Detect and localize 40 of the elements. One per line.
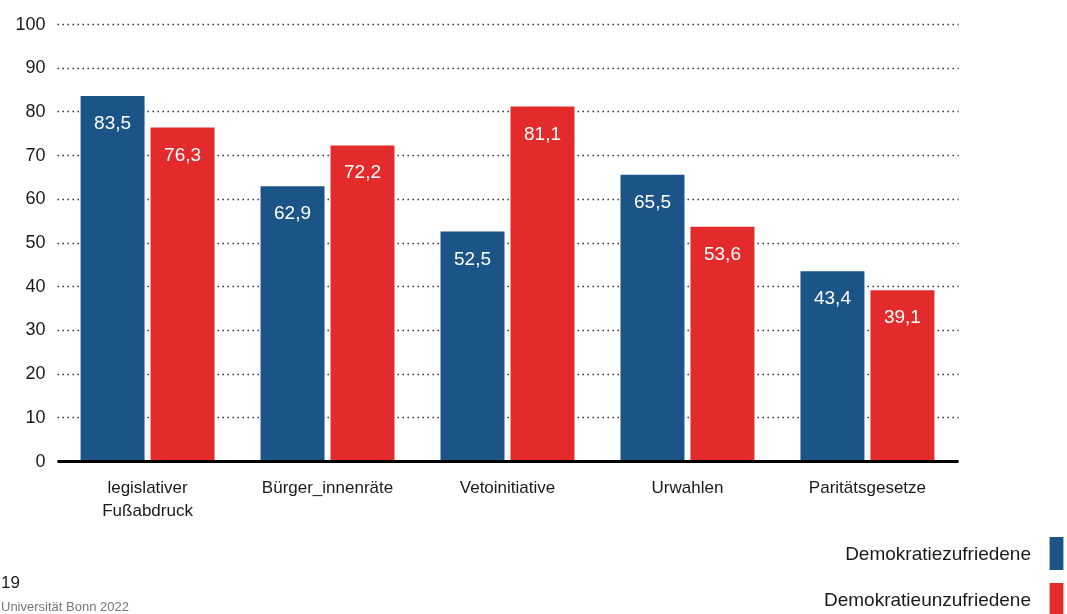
bar xyxy=(510,106,575,461)
data-label: 76,3 xyxy=(164,143,202,165)
y-tick-label: 100 xyxy=(15,13,46,34)
bar xyxy=(330,145,395,461)
bar xyxy=(800,271,865,461)
data-label: 43,4 xyxy=(813,287,852,309)
y-tick-label: 30 xyxy=(25,319,46,340)
y-tick-label: 40 xyxy=(25,275,46,296)
data-label: 52,5 xyxy=(454,247,491,269)
bar xyxy=(80,96,145,461)
y-tick-label: 0 xyxy=(35,450,46,471)
bar xyxy=(620,174,685,461)
y-tick-label: 80 xyxy=(25,100,46,121)
legend-label: Demokratiezufriedene xyxy=(845,542,1031,564)
data-label: 62,9 xyxy=(274,202,312,224)
data-label: 72,2 xyxy=(344,161,382,183)
data-label: 83,5 xyxy=(94,112,132,134)
y-tick-label: 60 xyxy=(25,188,46,209)
bar xyxy=(260,186,325,461)
x-tick-label: legislativer Fußabdruck xyxy=(102,477,194,520)
y-tick-label: 70 xyxy=(25,144,46,165)
x-tick-label: Vetoinitiative xyxy=(459,477,556,497)
data-label: 65,5 xyxy=(633,190,671,212)
y-tick-label: 20 xyxy=(25,363,46,384)
x-tick-label: Bürger_innenräte xyxy=(261,477,394,497)
bar xyxy=(150,127,215,461)
data-label: 81,1 xyxy=(524,122,561,144)
x-tick-label: Paritätsgesetze xyxy=(808,477,927,497)
bar xyxy=(440,231,505,461)
data-label: 39,1 xyxy=(883,306,921,328)
y-tick-label: 50 xyxy=(25,232,46,252)
y-tick-label: 90 xyxy=(25,57,46,78)
text: 19 xyxy=(1,573,20,592)
bar xyxy=(690,226,755,461)
legend-label: Demokratieunzufriedene xyxy=(823,588,1031,610)
data-label: 53,6 xyxy=(703,242,741,264)
bar xyxy=(870,290,935,461)
text: Universität Bonn 2022 xyxy=(1,599,129,614)
y-tick-label: 10 xyxy=(25,406,46,427)
x-tick-label: Urwahlen xyxy=(651,477,724,497)
